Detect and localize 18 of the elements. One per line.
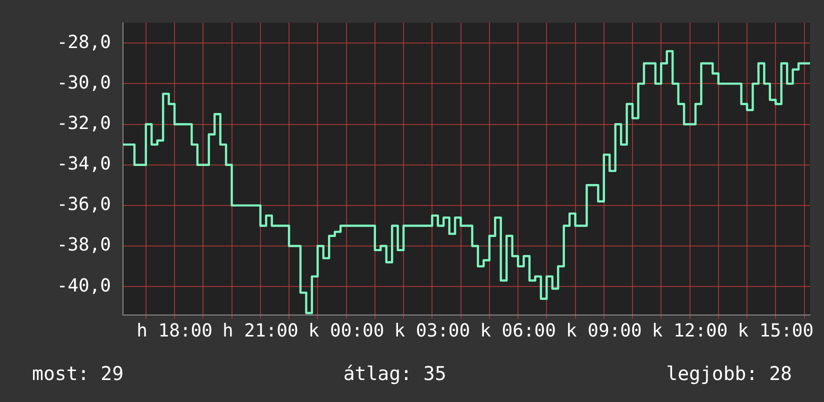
y-tick-label: -36,0	[56, 194, 111, 216]
y-tick-label: -32,0	[56, 112, 111, 134]
y-tick-label: -40,0	[56, 275, 111, 296]
y-tick-label: -38,0	[56, 234, 111, 256]
text: legjobb: 28	[666, 363, 792, 385]
x-tick-label: h 18:00	[136, 320, 212, 342]
x-tick-label: k 06:00	[480, 320, 556, 342]
y-tick-label: -28,0	[56, 32, 111, 53]
x-tick-label: k 03:00	[394, 320, 470, 342]
text: most: 29	[32, 363, 124, 385]
text: átlag: 35	[343, 363, 446, 385]
x-tick-label: k 15:00	[738, 320, 814, 342]
y-tick-label: -30,0	[56, 72, 111, 94]
x-tick-label: k 00:00	[308, 320, 384, 342]
y-tick-label: -34,0	[56, 154, 111, 175]
x-tick-label: k 12:00	[652, 320, 728, 342]
x-tick-label: h 21:00	[222, 320, 298, 342]
x-tick-label: k 09:00	[566, 320, 642, 342]
